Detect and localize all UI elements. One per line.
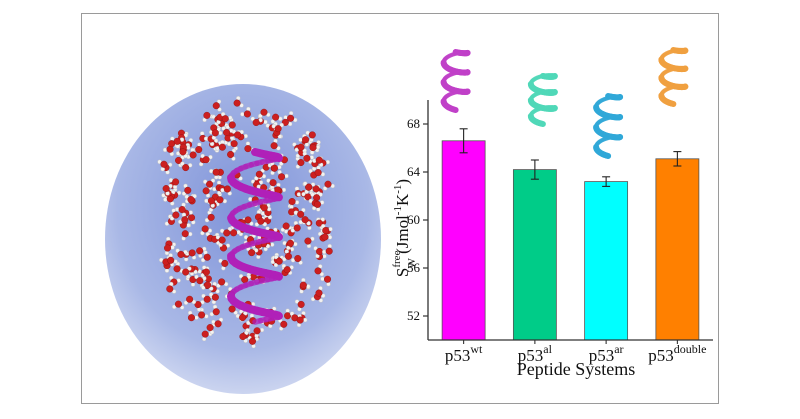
peptide-icon-ar (593, 93, 624, 159)
x-tick-base: p53 (518, 346, 544, 365)
error-bars (459, 128, 682, 187)
bar-series (441, 140, 700, 341)
x-tick-label-al: p53al (518, 342, 553, 365)
y-label-unit-exp1: -1 (392, 206, 404, 215)
y-axis-label: Sfree W (Jmol-1K-1) (391, 179, 418, 277)
bar-wt (441, 140, 486, 341)
x-tick-label-double: p53double (648, 342, 706, 365)
x-tick-base: p53 (648, 346, 674, 365)
y-label-sub: W (406, 258, 418, 269)
x-tick-sup: double (674, 342, 707, 356)
error-bar-double (673, 151, 682, 167)
x-tick-label-ar: p53ar (589, 342, 624, 365)
x-tick-label-wt: p53wt (445, 342, 483, 365)
water-molecules (157, 96, 335, 349)
x-tick-sup: ar (614, 342, 623, 356)
peptide-helix-icon (227, 148, 283, 325)
y-label-unit-exp2: -1 (392, 185, 404, 194)
error-bar-ar (602, 176, 611, 187)
x-tick-base: p53 (589, 346, 615, 365)
x-tick-sup: wt (470, 342, 483, 356)
y-label-unit-open: (Jmol (393, 215, 412, 258)
peptide-icon-wt (440, 49, 471, 113)
y-tick-label: 60 (407, 212, 420, 227)
bar-double (655, 158, 700, 341)
peptide-icon-al (527, 73, 558, 127)
bar-al (512, 169, 557, 341)
x-tick-sup: al (543, 342, 552, 356)
x-tick-base: p53 (445, 346, 471, 365)
y-tick-label: 56 (407, 260, 421, 275)
peptide-structure-icons (440, 47, 689, 159)
x-axis-label: Peptide Systems (517, 359, 636, 379)
y-axis: 52 56 60 64 68 (407, 100, 429, 340)
x-axis: p53wt p53al p53ar p53double (428, 339, 713, 365)
error-bar-al (530, 159, 539, 180)
y-tick-label: 68 (407, 116, 420, 131)
central-helix-ribbon (227, 148, 283, 325)
solvated-peptide-illustration (105, 84, 381, 394)
y-label-unit-k: K (393, 193, 412, 206)
y-tick-label: 52 (407, 308, 420, 323)
bar-ar (584, 181, 629, 341)
y-label-unit-close: ) (393, 179, 412, 185)
error-bar-wt (459, 128, 468, 154)
y-tick-label: 64 (407, 164, 421, 179)
y-label-symbol: S (393, 268, 412, 277)
peptide-icon-double (658, 47, 689, 107)
y-label-sup: free (391, 250, 403, 267)
